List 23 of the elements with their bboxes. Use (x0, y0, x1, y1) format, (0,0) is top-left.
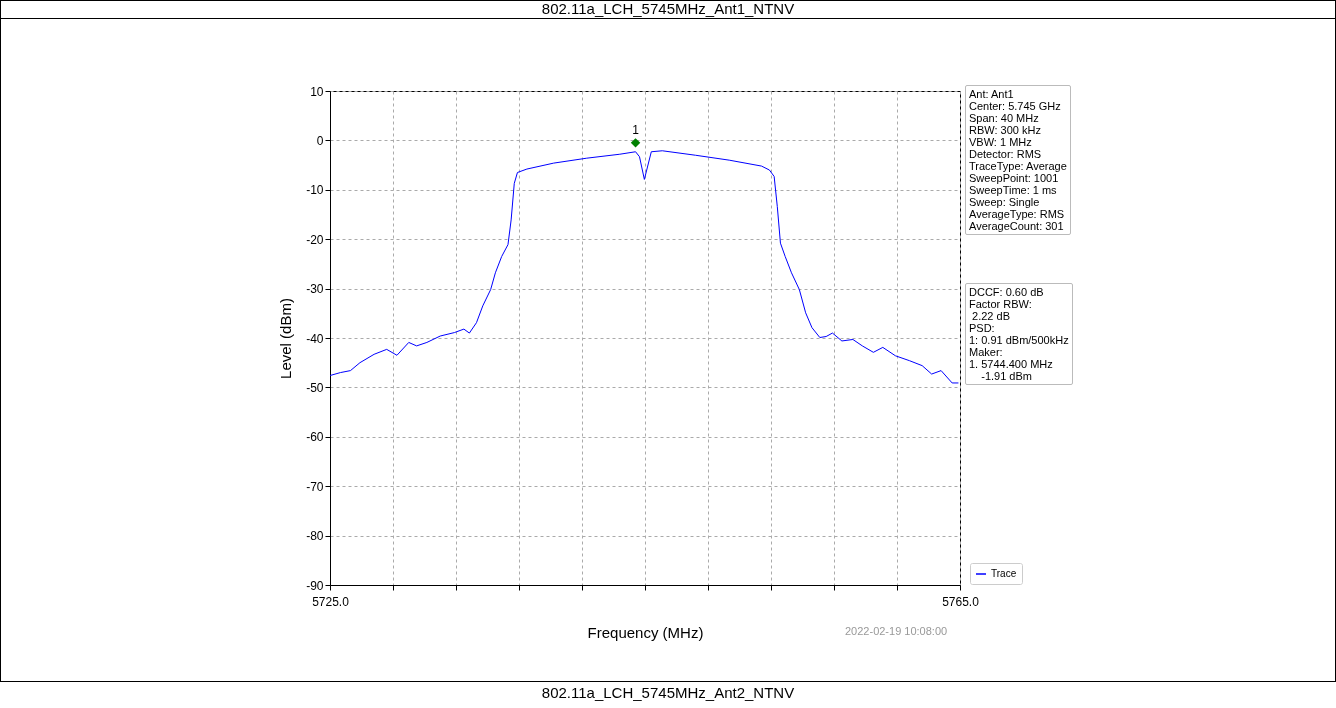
y-tick-label: -70 (306, 479, 324, 494)
line-series (329, 150, 959, 384)
text: 802.11a_LCH_5745MHz_Ant2_NTNV (540, 684, 796, 701)
y-tick-label: -50 (306, 380, 324, 395)
annotation: 1 (632, 122, 640, 137)
chart-title: 802.11a_LCH_5745MHz_Ant1_NTNV (0, 0, 1336, 19)
y-tick-label: -40 (306, 331, 324, 346)
y-tick-label: -20 (306, 232, 324, 247)
y-tick-label: -80 (306, 529, 324, 544)
y-axis-title: Level (dBm) (277, 298, 295, 379)
x-axis-title: Frequency (MHz) (587, 623, 704, 641)
y-tick-label: -10 (306, 183, 324, 198)
x-tick-label: 5765.0 (942, 594, 980, 609)
y-tick-label: -60 (306, 430, 324, 445)
y-tick-label: 0 (316, 133, 324, 148)
text: 2022-02-19 10:08:00 (845, 625, 948, 637)
y-tick-label: -90 (306, 578, 324, 593)
text: Ant: Ant1 Center: 5.745 GHz Span: 40 MHz RBW: 300 kHz VBW: 1 MHz Detector: RMS TraceType: Average SweepPoint: 1001 SweepTime: 1 ms Sweep: Single AverageType: RMS AverageCount: 301 (969, 88, 1067, 232)
y-tick-label: -30 (306, 282, 324, 297)
legend-label: Trace (991, 568, 1017, 579)
y-tick-label: 10 (310, 84, 324, 99)
text: DCCF: 0.60 dB Factor RBW: 2.22 dB PSD: 1: 0.91 dBm/500kHz Maker: 1. 5744.400 MHz -1.91 dBm (965, 283, 1073, 385)
x-tick-label: 5725.0 (312, 594, 350, 609)
